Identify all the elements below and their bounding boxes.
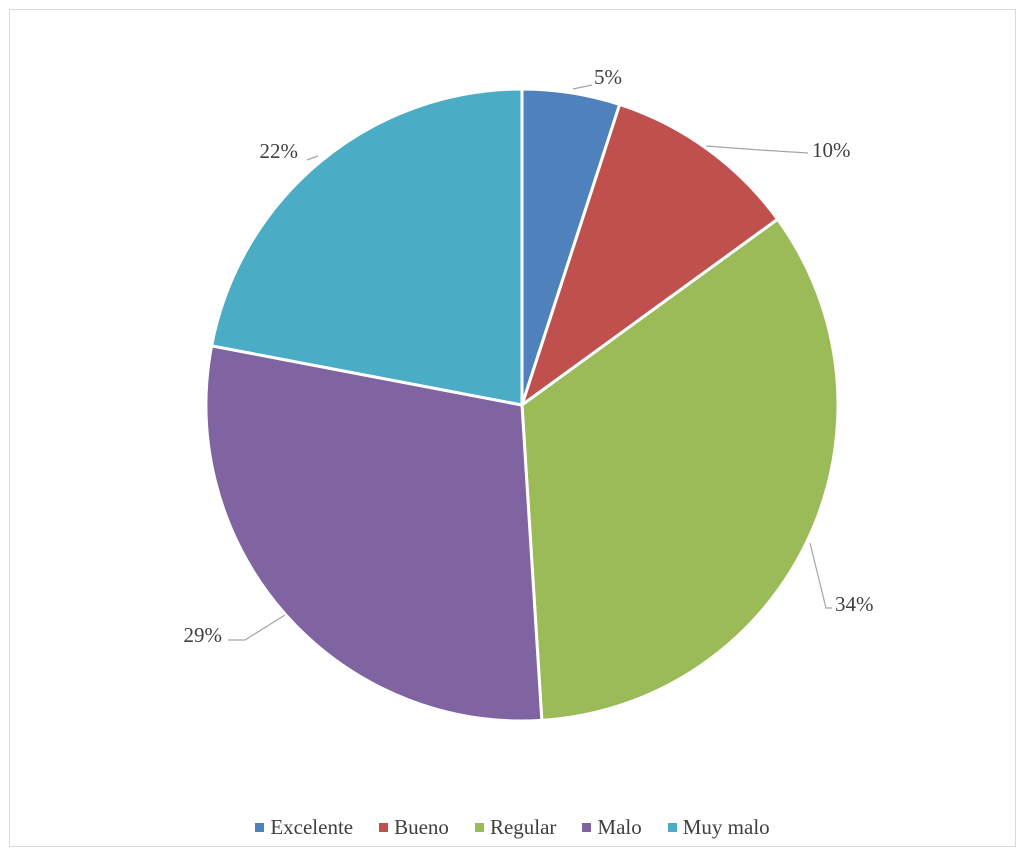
legend-label-bueno: Bueno: [394, 814, 449, 839]
leader-line-excelente: [572, 84, 593, 90]
data-label-excelente: 5%: [594, 65, 622, 89]
leader-lines: [228, 84, 832, 641]
data-label-bueno: 10%: [812, 138, 851, 162]
legend-label-excelente: Excelente: [270, 814, 354, 839]
legend-item-muy-malo: Muy malo: [667, 814, 770, 840]
legend-label-malo: Malo: [597, 814, 642, 839]
legend-label-regular: Regular: [489, 814, 557, 839]
legend-swatch-bueno: [379, 822, 389, 832]
leader-line-regular: [809, 542, 832, 609]
data-label-muy-malo: 22%: [260, 139, 299, 163]
chart-legend: Excelente Bueno Regular Malo Muy malo: [0, 812, 1025, 842]
legend-item-bueno: Bueno: [379, 815, 449, 840]
data-label-malo: 29%: [184, 623, 223, 647]
leader-line-malo: [228, 614, 286, 641]
legend-swatch-regular: [474, 822, 484, 832]
legend-swatch-excelente: [255, 822, 265, 832]
legend-item-regular: Regular: [474, 814, 557, 840]
legend-swatch-muy-malo: [667, 822, 677, 832]
pie-slice-regular: [520, 217, 840, 722]
legend-item-excelente: Excelente: [255, 815, 353, 840]
data-labels: 5% 10% 34% 29% 22%: [184, 65, 874, 647]
pie-slice-bueno: [520, 102, 780, 407]
data-label-regular: 34%: [835, 592, 874, 616]
legend-label-muy-malo: Muy malo: [682, 814, 770, 839]
leader-line-muy-malo: [306, 155, 319, 161]
leader-line-bueno: [705, 145, 809, 154]
legend-item-malo: Malo: [582, 814, 642, 840]
legend-swatch-malo: [582, 822, 592, 832]
pie-slice-malo: [204, 344, 544, 723]
pie-slice-muy-malo: [210, 87, 524, 407]
pie-slices: [204, 87, 840, 723]
